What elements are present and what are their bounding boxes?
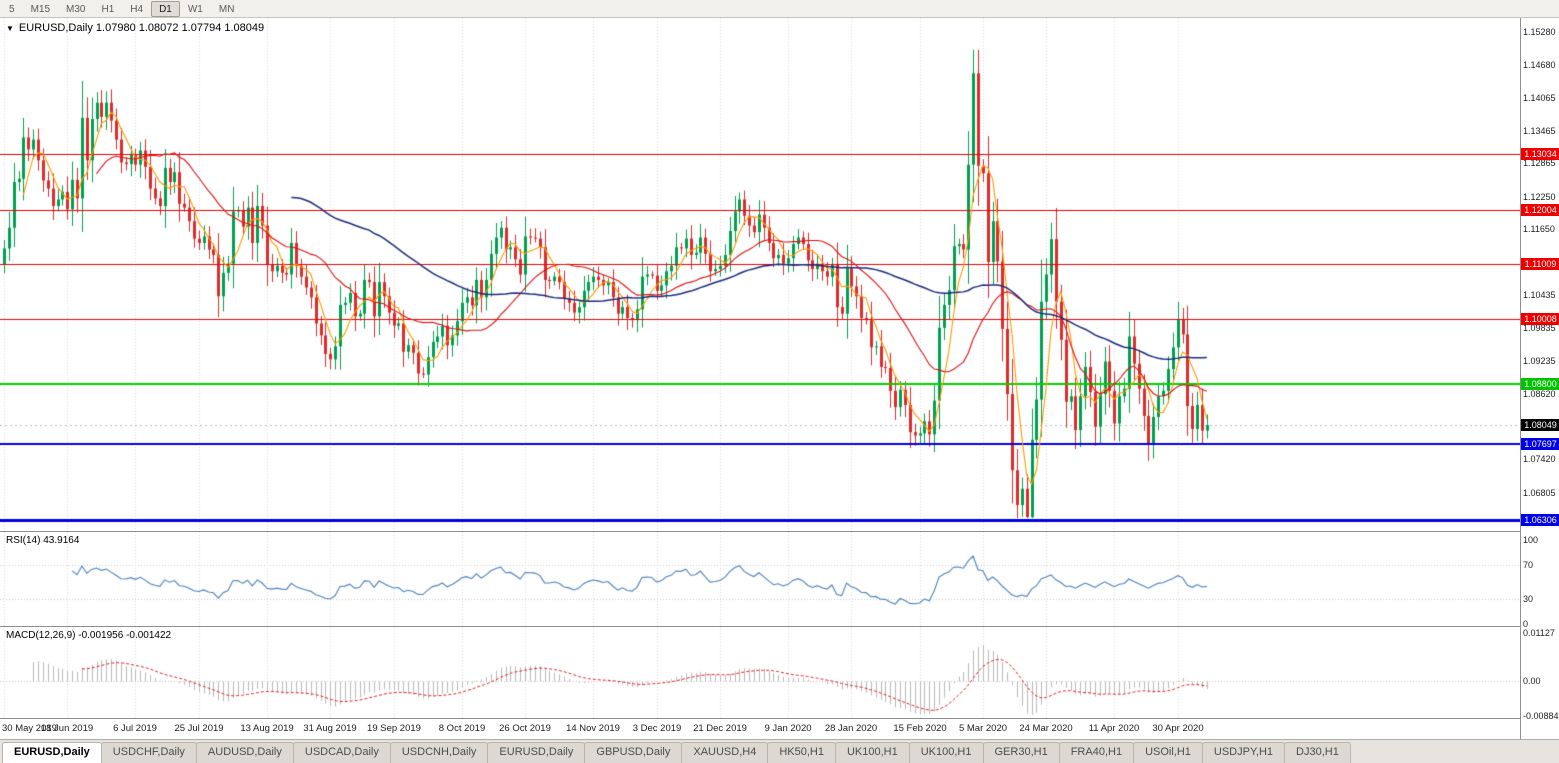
time-axis-label: 13 Aug 2019 [240,723,294,734]
time-axis-label: 18 Jun 2019 [40,723,94,734]
time-axis-label: 14 Nov 2019 [566,723,620,734]
time-axis-label: 9 Jan 2020 [764,723,812,734]
chart-tab-gbpusd-daily[interactable]: GBPUSD,Daily [584,742,683,763]
panel-separator [0,531,1559,532]
chart-tab-fra40-h1[interactable]: FRA40,H1 [1058,742,1135,763]
macd-axis-label: 0.00 [1523,676,1541,686]
rsi-axis-label: 100 [1523,535,1539,545]
price-level-badge: 1.13034 [1521,148,1559,161]
time-axis-label: 8 Oct 2019 [438,723,486,734]
price-axis-tick: 1.08620 [1523,389,1556,400]
timeframe-button-h1[interactable]: H1 [101,3,115,15]
time-axis-label: 6 Jul 2019 [113,723,157,734]
time-axis-label: 28 Jan 2020 [824,723,878,734]
chart-tab-dj30-h1[interactable]: DJ30,H1 [1284,742,1351,763]
main-price-chart[interactable] [0,18,1520,531]
macd-indicator-panel[interactable] [0,627,1520,718]
chart-tab-audusd-daily[interactable]: AUDUSD,Daily [195,742,294,763]
price-axis-tick: 1.12250 [1523,191,1556,202]
time-axis-label: 30 May 2019 [2,723,57,734]
chart-tab-usdchf-daily[interactable]: USDCHF,Daily [100,742,197,763]
macd-axis-label: -0.00884 [1523,711,1559,721]
time-axis[interactable]: 30 May 2019 18 Jun 2019 6 Jul 2019 25 Jul 2… [0,719,1520,739]
timeframe-toolbar: 5 M15 M30 H1 H4 D1 W1 MN [0,0,1559,18]
time-axis-label: 11 Apr 2020 [1088,723,1140,734]
price-level-badge: 1.12004 [1521,204,1559,217]
chart-tab-uk100-h1[interactable]: UK100,H1 [908,742,984,763]
price-level-badge: 1.08800 [1521,378,1559,391]
timeframe-button-d1[interactable]: D1 [151,0,180,17]
time-axis-label: 19 Sep 2019 [367,723,421,734]
price-axis-tick: 1.12865 [1523,158,1556,169]
timeframe-button-w1[interactable]: W1 [187,3,203,15]
price-axis-tick: 1.15280 [1523,26,1556,37]
macd-axis-label: 0.01127 [1523,628,1555,638]
rsi-indicator-panel[interactable] [0,532,1520,626]
chart-tab-usdcad-daily[interactable]: USDCAD,Daily [292,742,391,763]
timeframe-button-mn[interactable]: MN [218,3,235,15]
timeframe-button-m30[interactable]: M30 [66,3,86,15]
macd-label: MACD(12,26,9) -0.001956 -0.001422 [6,630,172,641]
timeframe-button-m15[interactable]: M15 [30,3,51,15]
chart-tab-ger30-h1[interactable]: GER30,H1 [982,742,1060,763]
price-axis-tick: 1.14065 [1523,93,1556,104]
price-axis-tick: 1.09835 [1523,323,1556,334]
chart-tab-xauusd-h4[interactable]: XAUUSD,H4 [681,742,769,763]
time-axis-label: 30 Apr 2020 [1152,723,1204,734]
panel-separator [0,718,1559,719]
price-axis-tick: 1.13465 [1523,125,1556,136]
chart-dropdown-icon[interactable]: ▼ [6,23,14,33]
time-axis-label: 15 Feb 2020 [893,723,947,734]
time-axis-label: 31 Aug 2019 [303,723,357,734]
timeframe-button-5[interactable]: 5 [9,3,15,15]
price-level-badge: 1.08049 [1521,419,1559,432]
chart-tab-usdjpy-h1[interactable]: USDJPY,H1 [1201,742,1286,763]
price-level-badge: 1.10008 [1521,312,1559,325]
timeframe-button-h4[interactable]: H4 [130,3,144,15]
rsi-axis-label: 70 [1523,560,1534,571]
price-axis-tick: 1.09235 [1523,355,1556,366]
chart-tab-eurusd-daily[interactable]: EURUSD,Daily [487,742,586,763]
price-axis[interactable]: 1.15280 1.14680 1.14065 1.13465 1.12865 1.122… [1520,18,1559,739]
chart-tab-hk50-h1[interactable]: HK50,H1 [767,742,836,763]
chart-tab-uk100-h1[interactable]: UK100,H1 [834,742,910,763]
rsi-label: RSI(14) 43.9164 [6,535,80,546]
price-level-badge: 1.07697 [1521,438,1559,451]
price-axis-tick: 1.10435 [1523,290,1556,301]
chart-header-text: EURUSD,Daily 1.07980 1.08072 1.07794 1.0… [18,22,265,34]
chart-tab-usdcnh-daily[interactable]: USDCNH,Daily [389,742,489,763]
chart-tabs: EURUSD,Daily USDCHF,Daily AUDUSD,Daily USDC… [0,739,1559,763]
price-level-badge: 1.11009 [1521,258,1559,271]
chart-ohlc-header: ▼ EURUSD,Daily 1.07980 1.08072 1.07794 1… [6,22,264,34]
rsi-axis-label: 0 [1523,619,1529,629]
price-axis-tick: 1.06805 [1523,487,1556,498]
price-axis-tick: 1.14680 [1523,59,1556,70]
time-axis-label: 24 Mar 2020 [1019,723,1073,734]
time-axis-label: 26 Oct 2019 [499,723,551,734]
panel-separator [0,626,1559,627]
chart-area: ▼ EURUSD,Daily 1.07980 1.08072 1.07794 1… [0,18,1559,739]
time-axis-label: 5 Mar 2020 [958,723,1008,734]
chart-tab-eurusd-daily[interactable]: EURUSD,Daily [2,742,102,763]
price-level-badge: 1.06306 [1521,513,1559,526]
rsi-axis-label: 30 [1523,593,1534,604]
time-axis-label: 3 Dec 2019 [632,723,682,734]
time-axis-label: 25 Jul 2019 [174,723,224,734]
chart-tab-usoil-h1[interactable]: USOil,H1 [1133,742,1203,763]
price-axis-tick: 1.07420 [1523,454,1556,465]
time-axis-label: 21 Dec 2019 [693,723,747,734]
price-axis-tick: 1.11650 [1523,224,1555,235]
